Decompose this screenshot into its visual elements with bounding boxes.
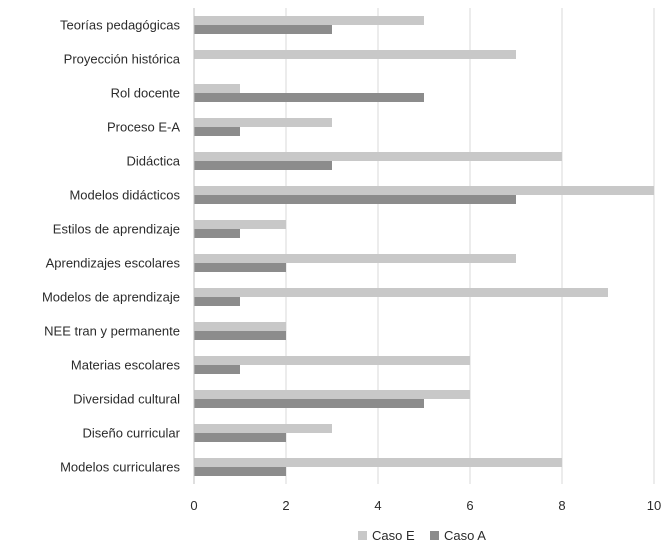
category-label: Modelos de aprendizaje [42, 290, 180, 305]
legend-swatch-caso-a [430, 531, 439, 540]
bar-caso-e [194, 118, 332, 127]
legend-swatch-caso-e [358, 531, 367, 540]
bar-caso-e [194, 424, 332, 433]
bar-caso-e [194, 322, 286, 331]
bar-caso-a [194, 297, 240, 306]
bar-caso-a [194, 399, 424, 408]
bar-caso-e [194, 458, 562, 467]
bar-caso-a [194, 263, 286, 272]
category-label: Modelos curriculares [60, 460, 180, 475]
legend-label-caso-e: Caso E [372, 528, 415, 543]
bar-caso-a [194, 195, 516, 204]
bar-caso-a [194, 127, 240, 136]
x-tick-label: 2 [282, 498, 289, 513]
bar-caso-e [194, 220, 286, 229]
legend-label-caso-a: Caso A [444, 528, 486, 543]
category-label: Diseño curricular [82, 426, 180, 441]
bar-caso-a [194, 433, 286, 442]
bar-caso-a [194, 331, 286, 340]
category-labels: Teorías pedagógicas Proyección histórica R… [42, 18, 181, 475]
bar-caso-e [194, 84, 240, 93]
x-tick-label: 4 [374, 498, 381, 513]
grid-lines [285, 8, 655, 484]
category-label: Materias escolares [71, 358, 181, 373]
bar-caso-a [194, 467, 286, 476]
bar-caso-a [194, 161, 332, 170]
category-label: Aprendizajes escolares [46, 256, 181, 271]
x-tick-label: 0 [190, 498, 197, 513]
bar-caso-e [194, 288, 608, 297]
bar-caso-e [194, 186, 654, 195]
bar-caso-a [194, 25, 332, 34]
category-label: Teorías pedagógicas [60, 18, 180, 33]
bars [194, 16, 654, 476]
category-label: Modelos didácticos [69, 188, 180, 203]
x-tick-label: 10 [647, 498, 661, 513]
bar-caso-e [194, 356, 470, 365]
bar-caso-e [194, 254, 516, 263]
category-label: Rol docente [111, 86, 180, 101]
category-label: Proyección histórica [64, 52, 181, 67]
bar-caso-e [194, 390, 470, 399]
bar-caso-a [194, 93, 424, 102]
category-label: Proceso E-A [107, 120, 180, 135]
bar-caso-e [194, 50, 516, 59]
category-label: Diversidad cultural [73, 392, 180, 407]
bar-caso-a [194, 229, 240, 238]
category-label: NEE tran y permanente [44, 324, 180, 339]
category-label: Didáctica [127, 154, 181, 169]
x-tick-labels: 0 2 4 6 8 10 [190, 498, 661, 513]
category-label: Estilos de aprendizaje [53, 222, 180, 237]
x-tick-label: 8 [558, 498, 565, 513]
bar-caso-e [194, 16, 424, 25]
bar-caso-a [194, 365, 240, 374]
bar-caso-e [194, 152, 562, 161]
x-tick-label: 6 [466, 498, 473, 513]
legend: Caso E Caso A [358, 528, 486, 543]
